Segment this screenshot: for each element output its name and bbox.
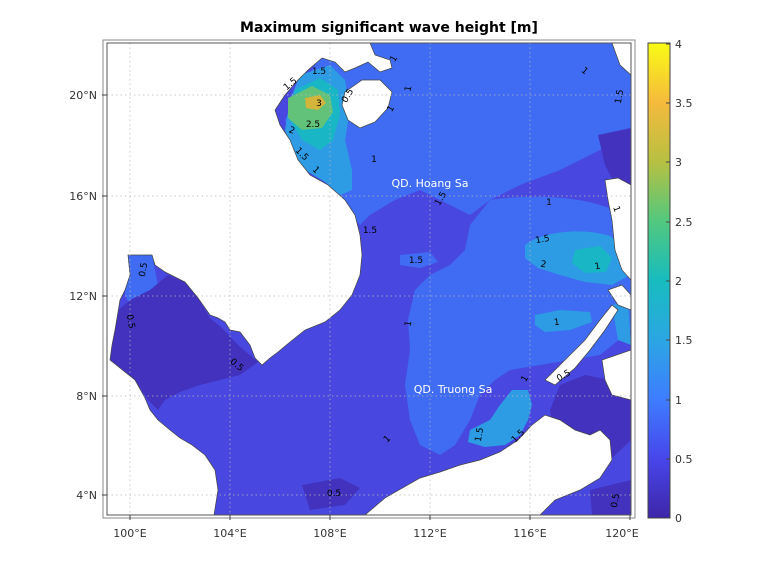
contour-label: 3 [316, 99, 322, 109]
x-tick-label: 112°E [413, 527, 446, 540]
y-tick-label: 20°N [69, 89, 97, 102]
contour-label: 1 [546, 198, 552, 208]
colorbar-tick-label: 4 [675, 38, 682, 51]
contour-label: 0.5 [327, 489, 341, 499]
graticule [107, 43, 631, 515]
colorbar-tick-label: 1.5 [675, 334, 693, 347]
land-mindanao-edge [601, 349, 631, 401]
contour-label: 1 [404, 85, 415, 92]
land-taiwan-edge [611, 43, 631, 76]
x-tick-label: 108°E [313, 527, 346, 540]
x-tick-label: 100°E [113, 527, 146, 540]
contour-label: 1.5 [363, 226, 377, 236]
map-outer-frame [102, 39, 636, 519]
contour-label: 2 [540, 260, 547, 271]
map-frame [106, 42, 632, 516]
contour-label: 1.5 [312, 67, 326, 77]
land-luzon [604, 177, 631, 281]
contour-label: 1 [310, 165, 321, 176]
contour-label: 1 [382, 434, 393, 445]
contour-label: 1.5 [409, 256, 423, 266]
contour-region-0-0.5-philippines [598, 128, 631, 190]
colorbar: 4 3.5 3 2.5 2 1.5 1 0.5 0 [647, 38, 693, 525]
land-mindoro [607, 284, 631, 311]
contour-label: 1 [404, 320, 415, 327]
colorbar-tick-label: 0.5 [675, 453, 693, 466]
contour-label: 2.5 [306, 120, 320, 130]
x-axis-labels: 100°E 104°E 108°E 112°E 116°E 120°E [113, 527, 638, 540]
contour-label: 1 [386, 104, 398, 114]
colorbar-tick-label: 3.5 [675, 97, 693, 110]
land-palawan [544, 304, 619, 386]
contour-label: 1 [371, 155, 377, 165]
contour-label: 1 [389, 54, 401, 64]
contour-region-0-0.5-gulf-thailand [107, 275, 258, 410]
contour-label: 0.5 [138, 262, 150, 278]
contour-label: 1.5 [614, 89, 626, 105]
axis-tick-marks [102, 94, 631, 520]
contour-region-2-2.5-east [572, 246, 612, 273]
colorbar-tick-label: 3 [675, 156, 682, 169]
x-tick-label: 116°E [513, 527, 546, 540]
colorbar-tick-label: 0 [675, 512, 682, 525]
region-label-truong-sa: QD. Truong Sa [414, 383, 493, 396]
contour-label: 1.5 [474, 427, 486, 443]
contour-label: 0.5 [124, 314, 136, 330]
colorbar-tick-label: 1 [675, 394, 682, 407]
land-mainland-asia [107, 43, 393, 515]
colorbar-tick-label: 2.5 [675, 216, 693, 229]
colorbar-ticks [666, 43, 670, 519]
region-label-hoang-sa: QD. Hoang Sa [391, 177, 468, 190]
land-hainan [341, 79, 393, 129]
colorbar-tick-label: 2 [675, 275, 682, 288]
contour-label: 0.5 [610, 493, 622, 509]
x-tick-label: 104°E [213, 527, 246, 540]
contour-label: 1 [594, 262, 601, 273]
y-tick-label: 16°N [69, 190, 97, 203]
contour-label: 1 [579, 66, 590, 77]
y-tick-label: 4°N [76, 489, 97, 502]
y-axis-labels: 20°N 16°N 12°N 8°N 4°N [69, 89, 97, 502]
colorbar-labels: 4 3.5 3 2.5 2 1.5 1 0.5 0 [675, 38, 693, 525]
contour-label: 1 [610, 205, 621, 214]
contour-label: 2 [287, 125, 296, 136]
contour-region-1-1.5-small [400, 252, 438, 268]
contour-region-1.5-2-edge [612, 302, 631, 345]
contour-region-3-3.5 [305, 95, 326, 110]
contour-region-1-1.5-gulf [383, 55, 490, 115]
contour-label: 1 [520, 374, 532, 384]
contour-region-1-1.5-west [125, 255, 158, 310]
contour-region-1.5-2-small [535, 310, 592, 332]
contour-label: 1 [554, 318, 561, 328]
x-tick-label: 120°E [605, 527, 638, 540]
map-title: Maximum significant wave height [m] [240, 20, 538, 36]
land-borneo [364, 414, 613, 515]
contour-label: 1.5 [535, 234, 551, 246]
contour-region-0-0.5-south [302, 478, 360, 510]
y-tick-label: 8°N [76, 390, 97, 403]
contour-region-1.5-2-truongsa [468, 390, 532, 447]
y-tick-label: 12°N [69, 290, 97, 303]
contour-region-0-0.5-south2 [590, 480, 631, 515]
